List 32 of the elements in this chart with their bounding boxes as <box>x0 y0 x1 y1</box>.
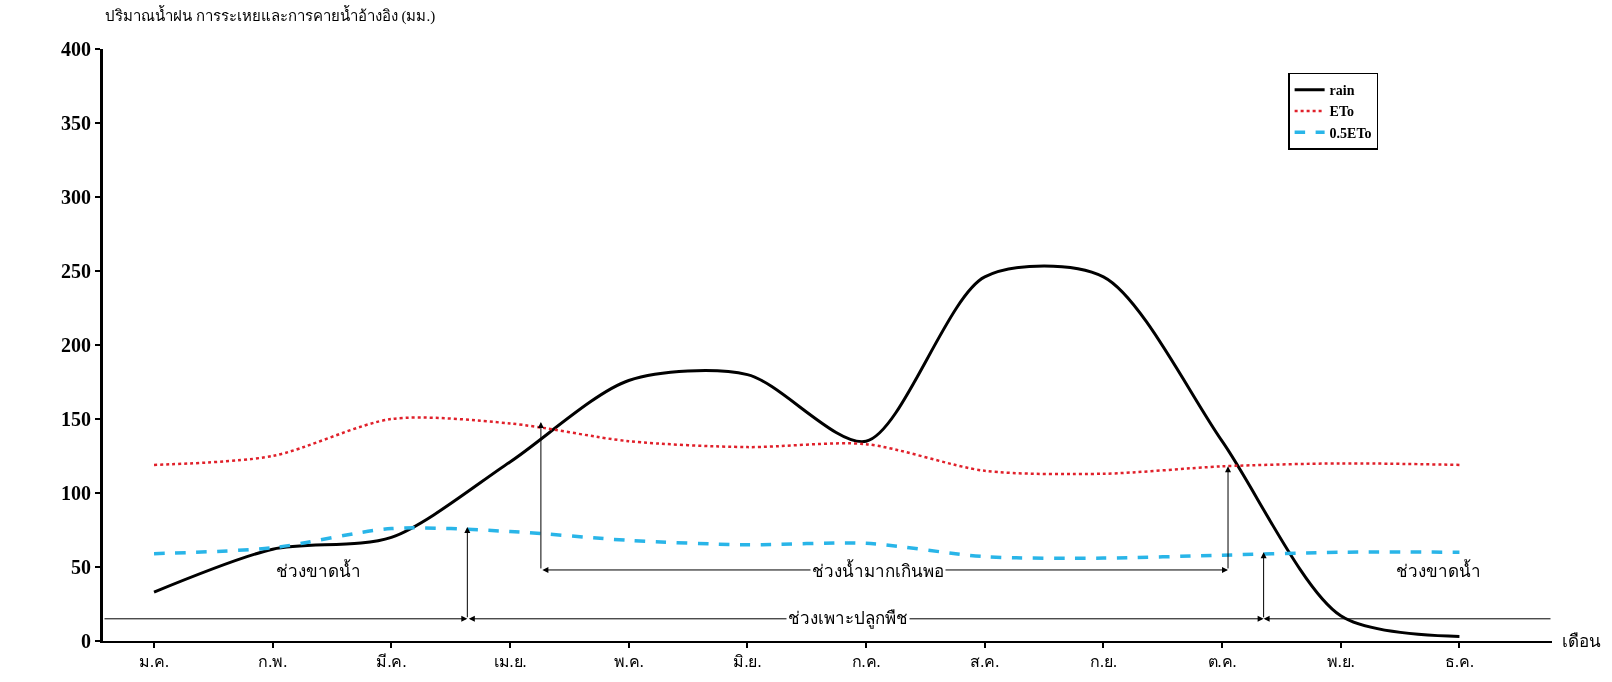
x-tick-label: ก.ย. <box>1089 653 1117 671</box>
legend-label: rain <box>1329 83 1355 99</box>
y-tick-label: 100 <box>61 482 91 504</box>
x-tick-label: เม.ย. <box>493 653 527 671</box>
legend-label: 0.5ETo <box>1329 125 1372 141</box>
y-tick-label: 350 <box>61 112 91 134</box>
x-tick-label: มี.ค. <box>376 653 407 671</box>
y-tick-label: 50 <box>71 556 91 578</box>
x-tick-label: ธ.ค. <box>1444 653 1474 671</box>
y-tick-label: 0 <box>81 630 91 652</box>
y-tick-label: 400 <box>61 38 91 60</box>
annotation: ช่วงน้ำมากเกินพอ <box>812 559 944 581</box>
x-axis-title: เดือน <box>1562 632 1601 651</box>
y-tick-label: 300 <box>61 186 91 208</box>
legend-label: ETo <box>1329 104 1355 120</box>
y-tick-label: 200 <box>61 334 91 356</box>
x-tick-label: ส.ค. <box>970 653 1000 671</box>
annotation: ช่วงเพาะปลูกพืช <box>788 609 908 629</box>
line-series <box>152 416 1461 476</box>
x-tick-label: ต.ค. <box>1207 653 1237 671</box>
x-tick-label: ก.ค. <box>851 653 881 671</box>
x-tick-label: ม.ค. <box>139 653 170 671</box>
annotation: ช่วงขาดน้ำ <box>276 559 361 581</box>
x-tick-label: พ.ย. <box>1326 653 1355 671</box>
x-tick-label: พ.ค. <box>613 653 644 671</box>
y-axis-title: ปริมาณน้ำฝน การระเหยและการคายน้ำอ้างอิง (มม.) <box>105 5 436 25</box>
y-tick-label: 150 <box>61 408 91 430</box>
x-tick-label: ก.พ. <box>258 653 288 671</box>
y-tick-label: 250 <box>61 260 91 282</box>
x-tick-label: มิ.ย. <box>733 653 762 671</box>
line-series <box>152 526 1462 560</box>
annotation: ช่วงขาดน้ำ <box>1396 559 1481 581</box>
